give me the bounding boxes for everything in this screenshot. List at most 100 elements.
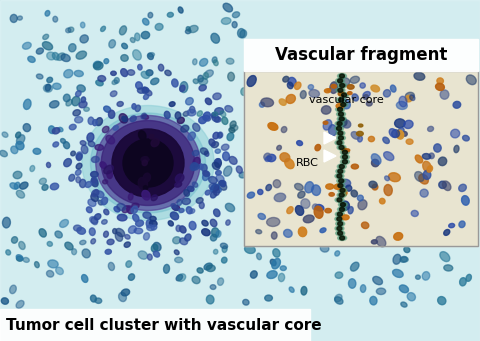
Ellipse shape [151,225,157,230]
Ellipse shape [101,197,108,205]
Ellipse shape [174,250,179,255]
Ellipse shape [23,123,31,132]
Ellipse shape [203,172,209,180]
Ellipse shape [149,150,157,159]
Ellipse shape [216,170,221,175]
Ellipse shape [428,127,433,132]
Ellipse shape [419,174,428,184]
Ellipse shape [107,171,112,179]
Ellipse shape [221,18,231,24]
Ellipse shape [48,260,58,268]
Ellipse shape [340,204,346,209]
Ellipse shape [175,182,181,187]
Ellipse shape [212,113,216,118]
Ellipse shape [338,231,343,235]
Ellipse shape [196,198,203,203]
Ellipse shape [336,103,344,108]
Ellipse shape [299,227,307,237]
Ellipse shape [214,249,218,254]
Ellipse shape [132,50,141,60]
Ellipse shape [338,88,343,92]
Ellipse shape [104,209,109,215]
Ellipse shape [336,112,346,117]
Ellipse shape [69,44,76,52]
Ellipse shape [61,54,70,62]
Ellipse shape [90,295,96,302]
Ellipse shape [202,229,210,236]
Ellipse shape [342,160,348,164]
Ellipse shape [144,186,148,190]
Ellipse shape [225,203,235,212]
Ellipse shape [340,92,348,98]
Ellipse shape [16,135,25,144]
Ellipse shape [144,233,149,240]
Ellipse shape [104,59,108,64]
Ellipse shape [406,95,412,102]
Ellipse shape [76,152,82,160]
Ellipse shape [151,244,158,252]
Ellipse shape [199,85,206,91]
Ellipse shape [141,71,149,78]
Ellipse shape [199,78,208,85]
Ellipse shape [227,133,234,140]
Ellipse shape [340,236,345,240]
Ellipse shape [47,52,55,60]
Ellipse shape [187,109,196,116]
Ellipse shape [187,186,194,192]
Ellipse shape [142,190,150,200]
Ellipse shape [360,83,365,88]
Ellipse shape [232,12,240,18]
Ellipse shape [123,139,173,187]
Ellipse shape [411,210,419,217]
Ellipse shape [188,132,195,140]
Ellipse shape [341,120,351,128]
Ellipse shape [309,90,320,98]
Ellipse shape [285,159,294,169]
Ellipse shape [273,249,280,257]
Ellipse shape [172,205,180,210]
Ellipse shape [210,219,217,227]
Ellipse shape [336,78,345,83]
Ellipse shape [339,74,345,78]
Ellipse shape [444,265,453,271]
Ellipse shape [322,106,331,114]
Ellipse shape [143,173,151,182]
Bar [0,309,310,341]
Ellipse shape [348,85,354,89]
Ellipse shape [336,88,345,93]
Ellipse shape [43,85,52,92]
Ellipse shape [229,128,235,133]
Ellipse shape [101,26,106,31]
Ellipse shape [257,253,262,260]
Ellipse shape [69,124,76,130]
Ellipse shape [119,114,128,123]
Ellipse shape [327,89,331,91]
Ellipse shape [65,242,73,250]
Ellipse shape [117,204,126,210]
Ellipse shape [91,172,98,177]
Ellipse shape [407,293,416,301]
Text: Tumor cell cluster with vascular core: Tumor cell cluster with vascular core [6,317,322,332]
Ellipse shape [98,200,103,205]
Ellipse shape [370,296,377,305]
Ellipse shape [210,285,216,290]
Ellipse shape [337,79,343,83]
Ellipse shape [17,16,23,20]
Ellipse shape [143,212,151,219]
Ellipse shape [79,101,87,108]
Ellipse shape [15,132,21,138]
Ellipse shape [434,144,441,152]
Ellipse shape [226,220,230,225]
Ellipse shape [218,181,227,190]
Ellipse shape [301,199,310,208]
Ellipse shape [348,279,356,288]
Ellipse shape [106,135,115,144]
Ellipse shape [320,228,326,233]
Ellipse shape [178,274,186,281]
Ellipse shape [459,221,465,227]
Text: RBC: RBC [296,158,319,168]
Ellipse shape [82,275,88,282]
Ellipse shape [24,99,31,109]
Ellipse shape [256,229,262,234]
Ellipse shape [289,287,294,292]
